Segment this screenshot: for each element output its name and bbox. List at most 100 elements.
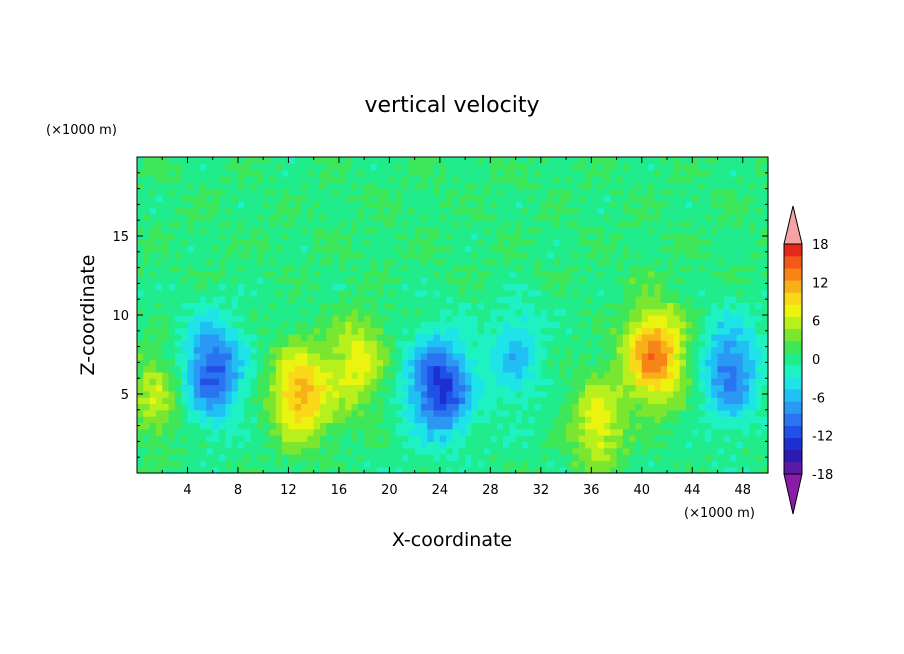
contour-cell xyxy=(376,447,384,455)
contour-cell xyxy=(181,397,189,405)
contour-cell xyxy=(490,251,498,259)
contour-cell xyxy=(326,239,334,247)
contour-cell xyxy=(641,371,649,379)
contour-cell xyxy=(282,277,290,284)
contour-cell xyxy=(155,340,163,348)
contour-cell xyxy=(162,333,170,341)
contour-cell xyxy=(332,270,340,278)
contour-cell xyxy=(572,163,580,171)
contour-cell xyxy=(357,378,365,386)
contour-cell xyxy=(736,251,744,259)
contour-cell xyxy=(237,321,245,329)
contour-cell xyxy=(502,365,510,373)
contour-cell xyxy=(749,447,756,455)
contour-cell xyxy=(660,207,668,215)
contour-cell xyxy=(439,333,447,341)
contour-cell xyxy=(742,422,750,430)
contour-cell xyxy=(685,296,693,303)
contour-cell xyxy=(736,188,744,196)
contour-cell xyxy=(572,226,580,234)
contour-cell xyxy=(559,232,567,240)
contour-cell xyxy=(654,321,662,329)
contour-cell xyxy=(648,296,656,303)
contour-cell xyxy=(225,460,233,468)
contour-cell xyxy=(559,390,567,398)
contour-cell xyxy=(332,277,340,284)
contour-cell xyxy=(326,163,334,171)
contour-cell xyxy=(231,277,239,284)
contour-cell xyxy=(749,460,756,468)
contour-cell xyxy=(559,321,567,329)
contour-cell xyxy=(717,251,725,259)
contour-cell xyxy=(174,207,182,215)
contour-cell xyxy=(610,466,618,474)
contour-cell xyxy=(383,315,390,322)
contour-cell xyxy=(332,289,340,297)
contour-cell xyxy=(603,188,611,196)
contour-cell xyxy=(395,239,403,247)
contour-cell xyxy=(193,220,201,228)
contour-cell xyxy=(465,194,473,202)
contour-cell xyxy=(667,163,674,171)
contour-cell xyxy=(332,340,340,348)
contour-cell xyxy=(578,435,586,442)
contour-cell xyxy=(181,302,189,310)
contour-cell xyxy=(559,207,567,215)
contour-cell xyxy=(597,302,605,310)
contour-cell xyxy=(269,352,277,360)
contour-cell xyxy=(389,232,397,240)
contour-cell xyxy=(471,321,479,329)
contour-cell xyxy=(402,188,409,196)
contour-cell xyxy=(439,327,447,335)
contour-cell xyxy=(231,321,239,329)
contour-cell xyxy=(200,384,208,392)
contour-cell xyxy=(755,346,763,354)
contour-cell xyxy=(622,302,630,310)
contour-cell xyxy=(250,188,258,196)
contour-cell xyxy=(698,270,706,278)
contour-cell xyxy=(319,264,327,272)
contour-cell xyxy=(212,277,220,284)
contour-cell xyxy=(616,365,624,373)
contour-cell xyxy=(610,409,618,417)
contour-cell xyxy=(345,403,353,411)
contour-cell xyxy=(553,226,561,234)
contour-cell xyxy=(465,207,473,215)
contour-cell xyxy=(439,447,447,455)
contour-cell xyxy=(364,163,372,171)
contour-cell xyxy=(376,435,384,442)
contour-cell xyxy=(174,346,182,354)
contour-cell xyxy=(471,435,479,442)
contour-cell xyxy=(345,207,353,215)
contour-cell xyxy=(307,220,315,228)
contour-cell xyxy=(420,308,428,316)
contour-cell xyxy=(162,289,170,297)
contour-cell xyxy=(547,277,555,284)
contour-cell xyxy=(446,460,454,468)
contour-cell xyxy=(181,232,189,240)
contour-cell xyxy=(301,163,308,171)
contour-cell xyxy=(496,397,504,405)
contour-cell xyxy=(603,371,611,379)
contour-cell xyxy=(730,157,738,164)
contour-cell xyxy=(301,454,308,461)
contour-cell xyxy=(307,264,315,272)
contour-cell xyxy=(187,308,195,316)
contour-cell xyxy=(742,416,750,424)
contour-cell xyxy=(534,194,542,202)
contour-cell xyxy=(282,213,290,221)
contour-cell xyxy=(319,359,327,367)
contour-cell xyxy=(528,346,536,354)
contour-cell xyxy=(225,403,233,411)
contour-cell xyxy=(402,428,409,436)
contour-cell xyxy=(263,207,271,215)
contour-cell xyxy=(263,308,271,316)
contour-cell xyxy=(219,409,226,417)
contour-cell xyxy=(193,378,201,386)
contour-cell xyxy=(395,277,403,284)
contour-cell xyxy=(408,283,416,291)
contour-cell xyxy=(414,220,422,228)
contour-cell xyxy=(269,359,277,367)
contour-cell xyxy=(395,182,403,190)
contour-cell xyxy=(427,213,435,221)
